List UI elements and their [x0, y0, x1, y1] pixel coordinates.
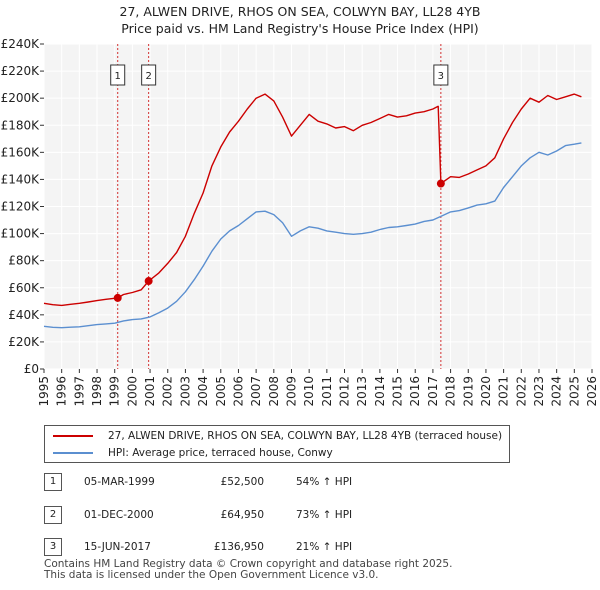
- x-tick-label: 1997: [72, 376, 86, 407]
- x-tick-label: 2025: [567, 376, 581, 407]
- sale-marker-box: [141, 64, 157, 86]
- sale-hpi-change: 73% ↑ HPI: [296, 509, 353, 521]
- y-tick-label: £60K: [8, 281, 40, 295]
- y-tick-label: £220K: [1, 64, 41, 78]
- y-axis-ticks: £0 £20K £40K £60K £80K £100K £120K £140K £160K £1…: [1, 37, 44, 376]
- chart-title-line2: Price paid vs. HM Land Registry's House …: [121, 21, 479, 36]
- x-tick-label: 2019: [461, 376, 475, 407]
- sale-number-badge: 1: [44, 473, 62, 491]
- sale-point: [144, 277, 153, 286]
- x-tick-label: 2013: [355, 376, 369, 407]
- legend: 27, ALWEN DRIVE, RHOS ON SEA, COLWYN BAY…: [44, 425, 510, 463]
- sale-date: 05-MAR-1999: [84, 476, 155, 488]
- x-tick-label: 2001: [143, 376, 157, 407]
- x-tick-label: 1995: [37, 376, 51, 407]
- x-tick-label: 2011: [320, 376, 334, 407]
- chart-title: 27, ALWEN DRIVE, RHOS ON SEA, COLWYN BAY…: [0, 3, 600, 37]
- sale-points: [113, 179, 445, 302]
- y-tick-label: £240K: [1, 37, 41, 51]
- x-tick-label: 2021: [497, 376, 511, 407]
- x-tick-label: 1998: [90, 376, 104, 407]
- y-tick-label: £160K: [1, 145, 41, 159]
- sale-price: £64,950: [220, 509, 264, 521]
- x-tick-label: 2024: [550, 376, 564, 407]
- x-tick-label: 2015: [391, 376, 405, 407]
- sale-marker-number: 2: [145, 71, 151, 82]
- x-tick-label: 2003: [178, 376, 192, 407]
- sale-price: £136,950: [213, 541, 264, 553]
- y-tick-label: £20K: [8, 335, 40, 349]
- sale-markers: 1 2 3: [110, 64, 449, 86]
- legend-label-hpi: HPI: Average price, terraced house, Conw…: [108, 447, 333, 459]
- sale-date: 15-JUN-2017: [84, 541, 151, 553]
- y-tick-label: £120K: [1, 200, 41, 214]
- sale-date: 01-DEC-2000: [84, 509, 154, 521]
- x-axis-ticks: 1995 1996 1997 1998 1999 2000 2001 2002 2003 2004…: [37, 369, 599, 407]
- x-tick-label: 2026: [585, 376, 599, 407]
- y-tick-label: £100K: [1, 227, 41, 241]
- y-tick-label: £180K: [1, 118, 41, 132]
- y-tick-label: £200K: [1, 91, 41, 105]
- y-tick-label: £40K: [8, 308, 40, 322]
- x-tick-label: 2016: [408, 376, 422, 407]
- x-tick-label: 2009: [284, 376, 298, 407]
- sale-marker-number: 1: [115, 71, 121, 82]
- x-tick-label: 2023: [532, 376, 546, 407]
- sale-number-badge: 3: [44, 538, 62, 556]
- x-tick-label: 2010: [302, 376, 316, 407]
- sale-marker-box: [110, 64, 126, 86]
- y-tick-label: £140K: [1, 172, 41, 186]
- x-tick-label: 2017: [426, 376, 440, 407]
- x-tick-label: 2022: [514, 376, 528, 407]
- series-hpi-line: [43, 142, 582, 329]
- x-tick-label: 2014: [373, 376, 387, 407]
- chart-title-line1: 27, ALWEN DRIVE, RHOS ON SEA, COLWYN BAY…: [119, 4, 481, 19]
- grid: [43, 43, 593, 370]
- footer-copyright: Contains HM Land Registry data © Crown c…: [44, 558, 453, 570]
- sale-marker-number: 3: [438, 71, 444, 82]
- x-tick-label: 2020: [479, 376, 493, 407]
- x-tick-label: 2018: [444, 376, 458, 407]
- legend-swatch-hpi: [53, 452, 93, 454]
- x-tick-label: 2012: [338, 376, 352, 407]
- legend-label-property: 27, ALWEN DRIVE, RHOS ON SEA, COLWYN BAY…: [108, 430, 503, 442]
- x-tick-label: 2006: [231, 376, 245, 407]
- y-tick-label: £80K: [8, 254, 40, 268]
- x-tick-label: 2007: [249, 376, 263, 407]
- price-chart: 1 2 3 £0 £20K £40K £60K £80K £100K £120K £140K £16…: [1, 37, 599, 407]
- x-tick-label: 1996: [55, 376, 69, 407]
- sale-hpi-change: 21% ↑ HPI: [296, 541, 353, 553]
- footer: Contains HM Land Registry data © Crown c…: [44, 559, 452, 581]
- series-lines: [43, 93, 582, 329]
- sale-number-badge: 2: [44, 506, 62, 524]
- sale-price: £52,500: [220, 476, 264, 488]
- sale-point: [436, 179, 445, 188]
- x-tick-label: 1999: [108, 376, 122, 407]
- series-property-line: [43, 93, 582, 307]
- footer-licence: This data is licensed under the Open Gov…: [44, 569, 379, 581]
- legend-swatch-property: [53, 435, 93, 437]
- sale-point: [113, 293, 122, 302]
- x-tick-label: 2002: [161, 376, 175, 407]
- y-tick-label: £0: [24, 362, 39, 376]
- x-tick-label: 2000: [125, 376, 139, 407]
- x-tick-label: 2008: [267, 376, 281, 407]
- x-tick-label: 2005: [214, 376, 228, 407]
- sale-marker-box: [433, 64, 449, 86]
- sale-hpi-change: 54% ↑ HPI: [296, 476, 353, 488]
- x-tick-label: 2004: [196, 376, 210, 407]
